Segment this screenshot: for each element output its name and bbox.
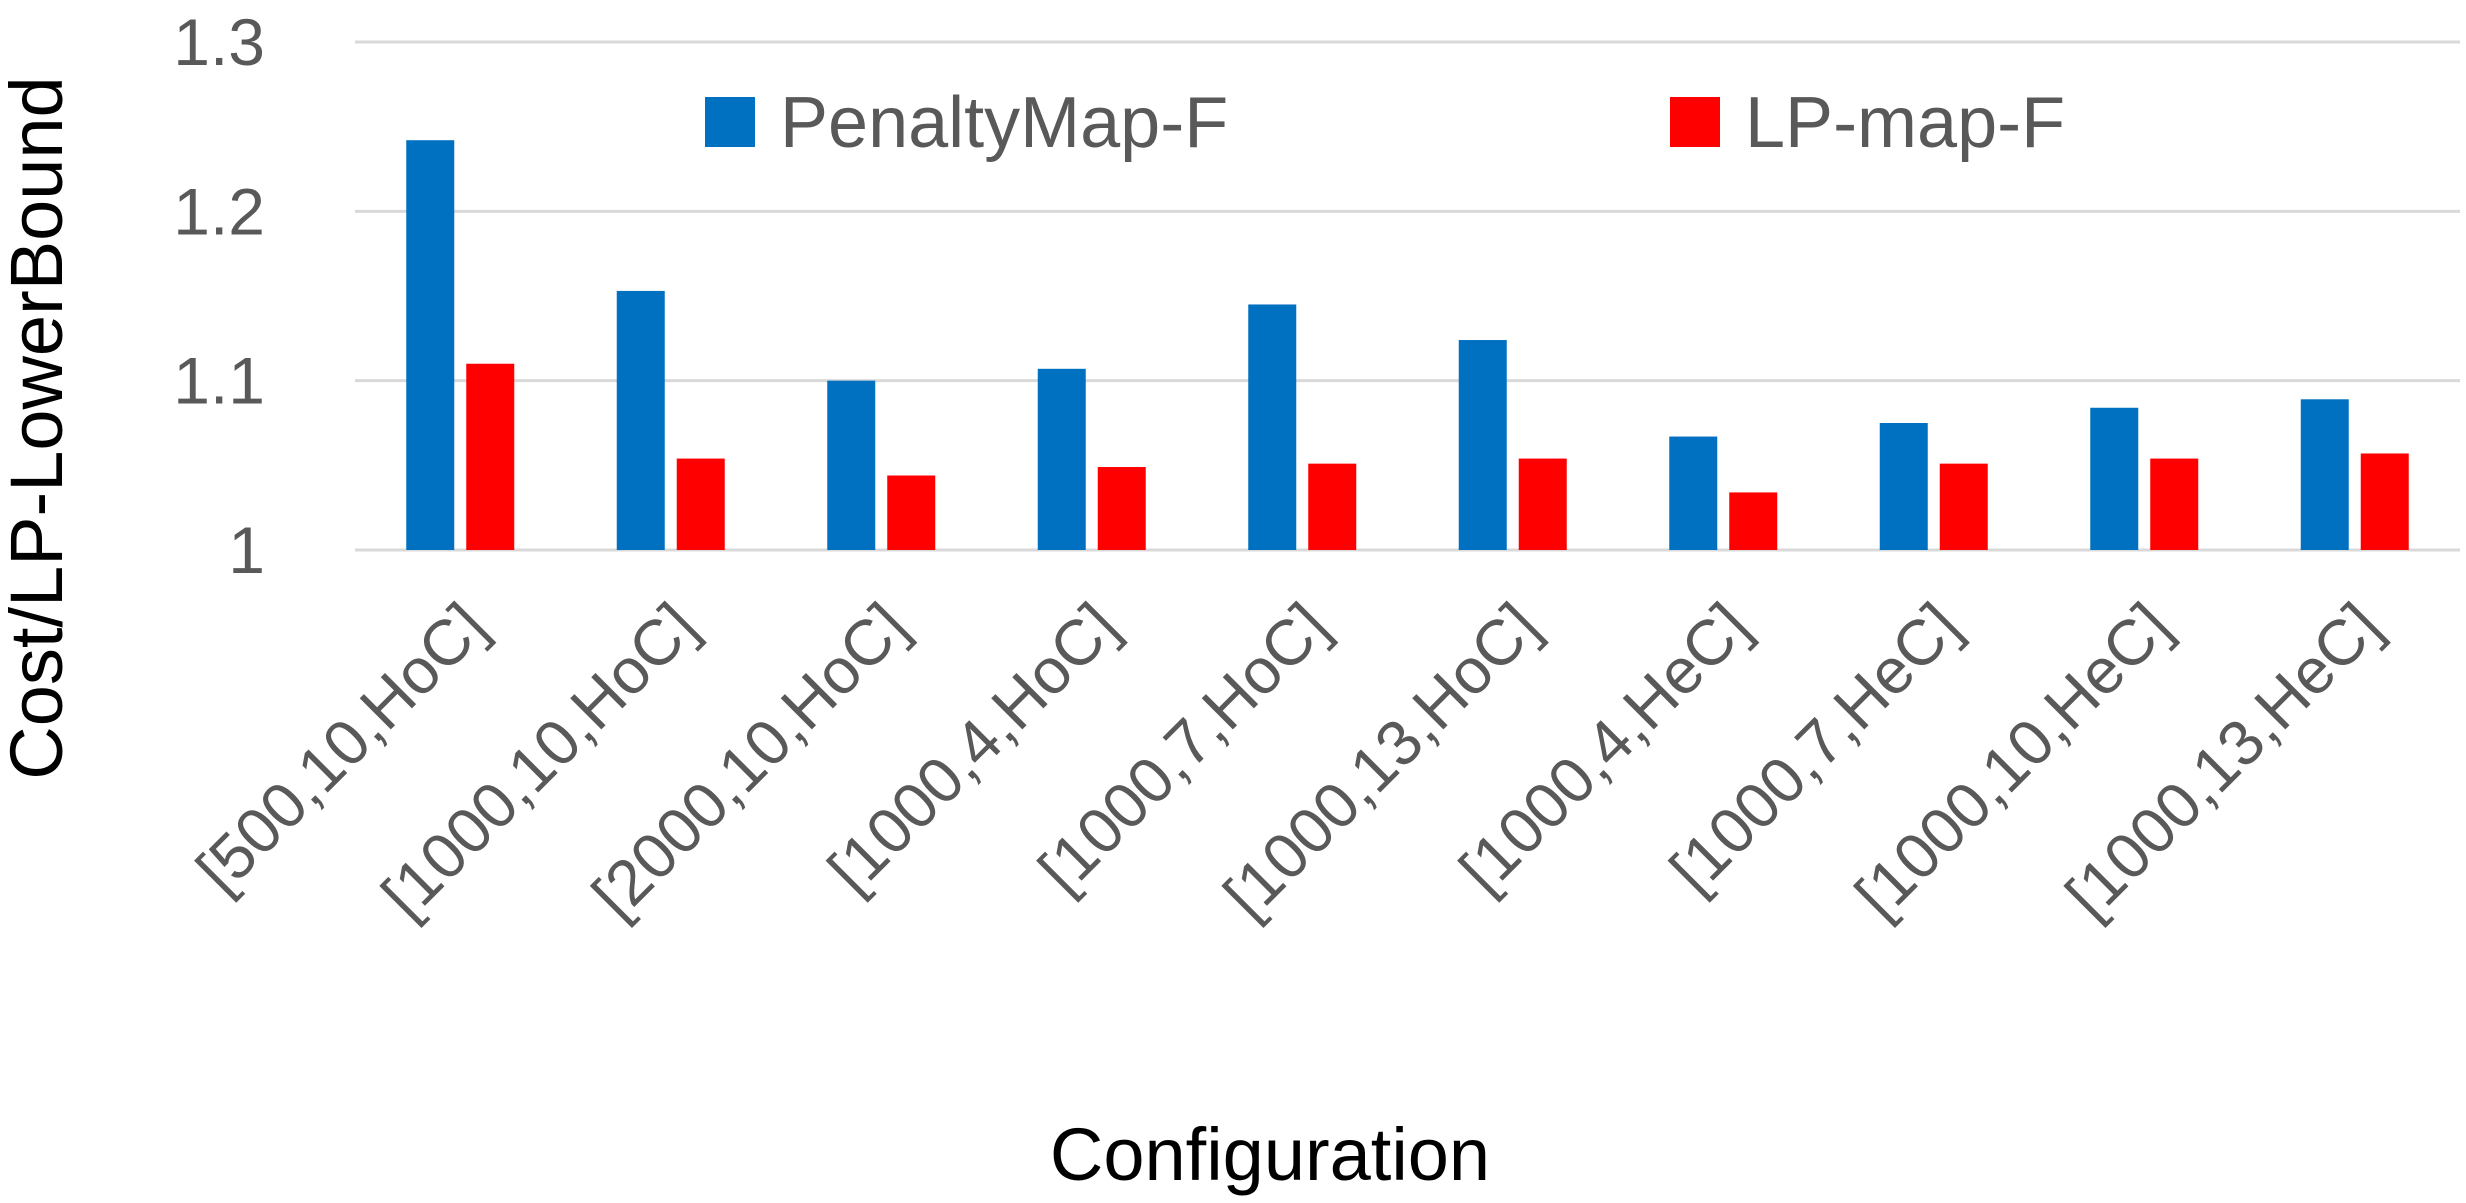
bar-lp-map-f-1 (676, 458, 725, 550)
bar-penaltymap-f-4 (1248, 304, 1297, 550)
bar-lp-map-f-8 (2150, 458, 2199, 550)
bar-lp-map-f-0 (466, 363, 515, 550)
bar-lp-map-f-7 (1939, 463, 1988, 550)
bar-penaltymap-f-7 (1879, 423, 1928, 550)
legend-swatch-lp-map-f (1670, 97, 1720, 147)
bar-lp-map-f-4 (1308, 463, 1357, 550)
bar-penaltymap-f-9 (2300, 399, 2349, 550)
bar-lp-map-f-6 (1729, 492, 1778, 550)
y-tick-label: 1.3 (173, 5, 265, 79)
bar-penaltymap-f-1 (616, 290, 665, 550)
y-tick-label: 1.2 (173, 174, 265, 248)
bars (406, 140, 2409, 551)
legend-label-penaltymap-f: PenaltyMap-F (780, 83, 1228, 163)
bar-penaltymap-f-2 (827, 380, 876, 550)
legend: PenaltyMap-F LP-map-F (705, 83, 2065, 163)
bar-penaltymap-f-3 (1037, 368, 1086, 550)
legend-label-lp-map-f: LP-map-F (1745, 83, 2065, 163)
bar-lp-map-f-3 (1097, 467, 1146, 550)
x-axis-category-labels: [500,10,HoC][1000,10,HoC][2000,10,HoC][1… (183, 589, 2395, 932)
bar-lp-map-f-9 (2360, 453, 2409, 550)
bar-penaltymap-f-0 (406, 140, 455, 551)
x-axis-title: Configuration (1050, 1113, 1490, 1196)
y-tick-label: 1.1 (173, 344, 265, 418)
y-axis-tick-labels: 1 1.1 1.2 1.3 (173, 5, 265, 587)
y-axis-title: Cost/LP-LowerBound (0, 76, 78, 779)
bar-penaltymap-f-5 (1458, 340, 1507, 550)
y-tick-label: 1 (228, 513, 265, 587)
bar-penaltymap-f-8 (2090, 407, 2139, 550)
bar-lp-map-f-5 (1518, 458, 1567, 550)
gridlines (355, 40, 2460, 552)
bar-lp-map-f-2 (887, 475, 936, 550)
legend-swatch-penaltymap-f (705, 97, 755, 147)
bar-penaltymap-f-6 (1669, 436, 1718, 550)
